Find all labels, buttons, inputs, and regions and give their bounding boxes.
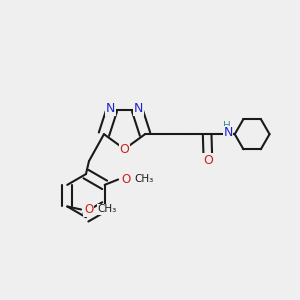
Text: N: N — [134, 102, 143, 115]
Text: H: H — [224, 121, 231, 131]
Text: N: N — [224, 126, 233, 139]
Text: O: O — [84, 203, 93, 216]
Text: O: O — [203, 154, 213, 167]
Text: CH₃: CH₃ — [98, 205, 117, 214]
Text: O: O — [120, 142, 129, 156]
Text: O: O — [121, 173, 130, 186]
Text: CH₃: CH₃ — [135, 175, 154, 184]
Text: N: N — [106, 102, 115, 115]
